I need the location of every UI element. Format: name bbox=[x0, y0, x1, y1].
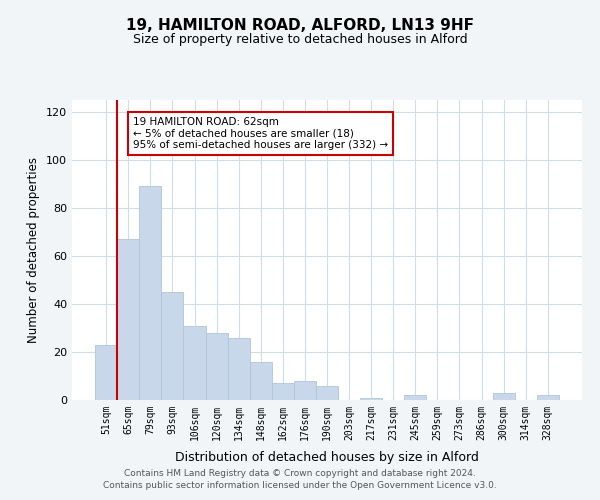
Bar bbox=[95, 345, 117, 400]
Bar bbox=[404, 395, 427, 400]
Bar bbox=[250, 362, 272, 400]
Bar bbox=[360, 398, 382, 400]
Bar bbox=[139, 186, 161, 400]
X-axis label: Distribution of detached houses by size in Alford: Distribution of detached houses by size … bbox=[175, 451, 479, 464]
Bar bbox=[161, 292, 184, 400]
Bar bbox=[316, 386, 338, 400]
Bar bbox=[493, 393, 515, 400]
Text: 19, HAMILTON ROAD, ALFORD, LN13 9HF: 19, HAMILTON ROAD, ALFORD, LN13 9HF bbox=[126, 18, 474, 32]
Bar bbox=[206, 333, 227, 400]
Bar bbox=[272, 383, 294, 400]
Text: Contains HM Land Registry data © Crown copyright and database right 2024.: Contains HM Land Registry data © Crown c… bbox=[124, 468, 476, 477]
Bar bbox=[184, 326, 206, 400]
Bar bbox=[294, 381, 316, 400]
Text: Contains public sector information licensed under the Open Government Licence v3: Contains public sector information licen… bbox=[103, 481, 497, 490]
Bar bbox=[227, 338, 250, 400]
Bar bbox=[117, 239, 139, 400]
Y-axis label: Number of detached properties: Number of detached properties bbox=[28, 157, 40, 343]
Bar bbox=[537, 395, 559, 400]
Text: 19 HAMILTON ROAD: 62sqm
← 5% of detached houses are smaller (18)
95% of semi-det: 19 HAMILTON ROAD: 62sqm ← 5% of detached… bbox=[133, 117, 388, 150]
Text: Size of property relative to detached houses in Alford: Size of property relative to detached ho… bbox=[133, 32, 467, 46]
